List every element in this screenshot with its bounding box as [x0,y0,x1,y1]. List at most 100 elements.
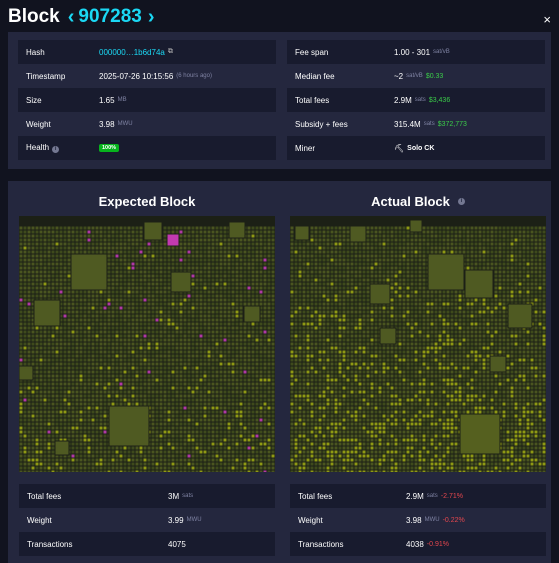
large-tx[interactable] [33,299,61,327]
close-icon[interactable]: × [543,12,551,27]
tx-cell [350,282,354,286]
large-tx[interactable] [143,221,163,241]
tx-cell [119,370,123,374]
info-icon[interactable]: i [457,198,465,205]
tx-cell [534,250,538,254]
tx-cell [119,270,123,274]
tx-cell [271,266,275,270]
large-tx[interactable] [70,253,108,291]
tx-cell [191,410,195,414]
tx-cell [259,306,263,310]
tx-cell [247,266,251,270]
tx-cell [199,290,203,294]
hash-link[interactable]: 000000…1b6d74a [99,47,165,57]
large-tx[interactable] [19,365,34,381]
tx-cell [394,246,398,250]
tx-cell [402,258,406,262]
chevron-right-icon[interactable]: › [147,5,155,28]
tx-cell [362,262,366,266]
tx-cell [263,234,267,238]
tx-cell [223,242,227,246]
tx-cell [203,318,207,322]
tx-cell [115,358,119,362]
tx-cell [151,410,155,414]
tx-cell [358,246,362,250]
miner-link[interactable]: Solo CK [407,144,435,152]
tx-cell [514,226,518,230]
tx-cell [342,242,346,246]
large-tx[interactable] [54,440,70,456]
large-tx[interactable] [228,221,246,239]
tx-cell [514,270,518,274]
tx-cell [131,310,135,314]
tx-cell [259,410,263,414]
tx-cell [207,354,211,358]
tx-cell [322,262,326,266]
tx-cell [171,450,175,454]
tx-cell [247,330,251,334]
tx-cell [263,426,267,430]
tx-cell [83,302,87,306]
tx-cell [39,370,43,374]
tx-cell [47,418,51,422]
tx-cell [59,318,63,322]
tx-cell [71,426,75,430]
tx-cell [159,310,163,314]
tx-cell [518,238,522,242]
tx-cell [119,258,123,262]
tx-cell [434,234,438,238]
large-tx[interactable] [166,233,180,247]
tx-cell [47,358,51,362]
info-icon[interactable]: i [52,146,60,153]
tx-cell [227,374,231,378]
tx-cell [155,246,159,250]
tx-cell [235,458,239,462]
tx-cell [199,394,203,398]
tx-cell [247,462,251,466]
tx-cell [151,390,155,394]
large-tx[interactable] [108,405,150,447]
tx-cell [71,246,75,250]
tx-cell [302,242,306,246]
tx-cell [510,246,514,250]
tx-cell [486,238,490,242]
tx-cell [31,298,35,302]
tx-cell [259,394,263,398]
tx-cell [51,442,55,446]
tx-cell [235,306,239,310]
actual-tx-grid[interactable] [290,216,546,472]
tx-cell [231,434,235,438]
tx-cell [390,230,394,234]
large-tx[interactable] [243,305,261,323]
tx-cell [143,254,147,258]
chevron-left-icon[interactable]: ‹ [67,5,75,28]
tx-cell [103,306,107,310]
expected-tx-grid[interactable] [19,216,275,472]
large-tx[interactable] [170,271,192,293]
tx-cell [111,314,115,318]
tx-cell [139,238,143,242]
tx-cell [259,402,263,406]
tx-cell [47,234,51,238]
tx-cell [23,254,27,258]
expected-block-visualization[interactable] [19,216,275,472]
tx-cell [179,358,183,362]
tx-cell [231,318,235,322]
tx-cell [302,286,306,290]
copy-icon[interactable]: ⧉ [167,48,173,55]
tx-cell [267,450,271,454]
tx-cell [251,274,255,278]
tx-cell [518,278,522,282]
tx-cell [19,278,23,282]
tx-cell [167,418,171,422]
tx-cell [219,306,223,310]
tx-cell [163,406,167,410]
actual-block-visualization[interactable] [290,216,546,472]
tx-cell [378,242,382,246]
tx-cell [159,438,163,442]
tx-cell [231,274,235,278]
tx-cell [127,262,131,266]
tx-cell [259,426,263,430]
tx-cell [207,446,211,450]
tx-cell [199,258,203,262]
